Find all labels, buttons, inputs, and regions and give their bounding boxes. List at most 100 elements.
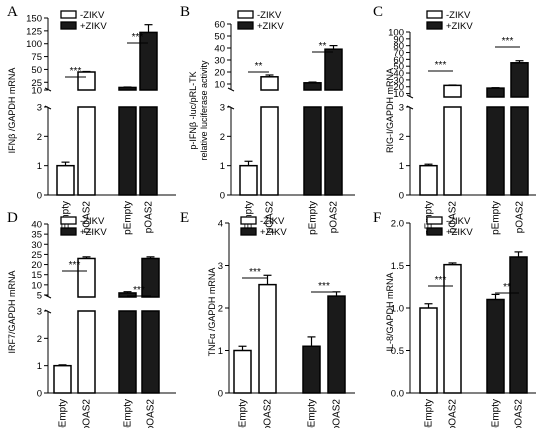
y-tick-label: 75 — [31, 52, 42, 63]
bar — [324, 106, 343, 196]
bar — [77, 106, 96, 196]
y-tick-label: 0.0 — [391, 389, 404, 400]
bar — [510, 62, 529, 98]
y-tick-label: 60 — [214, 20, 225, 31]
y-tick-label: 50 — [393, 62, 404, 73]
y-tick-label: 80 — [393, 41, 404, 52]
legend-label: +ZIKV — [260, 227, 287, 238]
y-axis-label: TNFα /GAPDH mRNA — [207, 268, 217, 357]
significance-label: *** — [69, 260, 81, 271]
legend-swatch — [237, 21, 254, 30]
x-tick-label: pOAS2 — [82, 201, 93, 234]
y-tick-label: 0 — [399, 191, 404, 202]
y-tick-label: 20 — [393, 82, 404, 93]
panel-letter: B — [180, 4, 190, 20]
bar — [260, 76, 279, 91]
significance-label: *** — [132, 32, 144, 43]
chart-panel-e: E TNFα /GAPDH mRNA 0 1 2 3 4 pEmpty pOAS2 pEmpty p… — [180, 210, 355, 428]
bar — [327, 295, 346, 394]
legend-label: -ZIKV — [446, 10, 471, 21]
y-tick-label: 0 — [218, 389, 223, 400]
legend-swatch — [426, 227, 443, 236]
legend-label: -ZIKV — [260, 216, 285, 227]
x-tick-label: pEmpty — [308, 201, 319, 235]
legend-swatch — [60, 10, 77, 19]
y-tick-label: 10 — [31, 280, 42, 291]
y-tick-label: 1 — [37, 361, 42, 372]
x-tick-label: pEmpty — [491, 201, 502, 235]
bar — [56, 164, 75, 196]
y-tick-label: 30 — [393, 75, 404, 86]
chart-panel-c: C RIG-I/GAPDH mRNA 0 1 2 3 1020304050607080901… — [373, 4, 536, 235]
axis-break-mark — [406, 94, 414, 99]
y-tick-label: 15 — [31, 270, 42, 281]
x-tick-label: pEmpty — [123, 399, 134, 428]
legend-swatch — [426, 21, 443, 30]
y-tick-label: 90 — [393, 34, 404, 45]
y-tick-label: 0 — [220, 191, 225, 202]
y-tick-label: 3 — [220, 103, 225, 114]
x-tick-label: pOAS2 — [515, 201, 526, 234]
x-tick-label: pEmpty — [58, 399, 69, 428]
legend-label: +ZIKV — [257, 21, 284, 32]
legend-swatch — [237, 10, 254, 19]
y-tick-label: 35 — [31, 230, 42, 241]
significance-label: *** — [502, 36, 514, 47]
bar — [486, 106, 505, 196]
y-axis-label-line: p-IFNβ -luc/pRL-TK — [188, 71, 198, 149]
y-axis-label: IRF7/GAPDH mRNA — [7, 270, 17, 353]
y-tick-label: 3 — [37, 103, 42, 114]
legend-swatch — [240, 227, 257, 236]
legend-label: +ZIKV — [446, 21, 473, 32]
x-tick-label: pOAS2 — [448, 399, 459, 428]
y-tick-label: 2.0 — [391, 219, 404, 230]
axis-break-mark — [44, 294, 52, 299]
significance-label: ** — [503, 282, 511, 293]
y-tick-label: 0.5 — [391, 346, 404, 357]
x-tick-label: pEmpty — [123, 201, 134, 235]
y-tick-label: 25 — [31, 250, 42, 261]
bar — [303, 106, 322, 196]
bar — [77, 257, 96, 298]
panel-letter: D — [7, 210, 18, 226]
bar — [302, 345, 321, 394]
bar — [77, 310, 96, 394]
y-tick-label: 30 — [31, 240, 42, 251]
x-tick-label: pOAS2 — [329, 201, 340, 234]
bar — [486, 298, 505, 394]
y-tick-label: 30 — [214, 56, 225, 67]
panel-letter: F — [373, 210, 381, 226]
bar — [443, 84, 462, 98]
y-tick-label: 1 — [37, 161, 42, 172]
x-tick-label: pOAS2 — [144, 201, 155, 234]
bar — [53, 364, 72, 394]
y-axis-label: p-IFNβ -luc/pRL-TKrelative luciferase ac… — [188, 60, 209, 161]
bar — [258, 283, 277, 394]
legend-label: +ZIKV — [80, 21, 107, 32]
x-tick-label: pOAS2 — [146, 399, 157, 428]
x-tick-label: pEmpty — [238, 399, 249, 428]
bar — [139, 106, 158, 196]
bar — [118, 106, 137, 196]
y-tick-label: 150 — [26, 14, 42, 25]
y-axis-label: RIG-I/GAPDH mRNA — [385, 68, 395, 153]
legend-swatch — [426, 10, 443, 19]
y-tick-label: 3 — [37, 307, 42, 318]
y-tick-label: 0 — [37, 191, 42, 202]
significance-label: *** — [70, 66, 82, 77]
legend-swatch — [240, 216, 257, 225]
y-tick-label: 1.5 — [391, 261, 404, 272]
bar — [324, 48, 343, 91]
significance-label: *** — [435, 275, 447, 286]
bar — [419, 164, 438, 196]
y-tick-label: 10 — [393, 89, 404, 100]
bar — [118, 86, 137, 91]
y-tick-label: 1.0 — [391, 304, 404, 315]
x-tick-label: pOAS2 — [265, 201, 276, 234]
significance-label: *** — [133, 285, 145, 296]
y-tick-label: 10 — [214, 80, 225, 91]
significance-label: ** — [255, 61, 263, 72]
